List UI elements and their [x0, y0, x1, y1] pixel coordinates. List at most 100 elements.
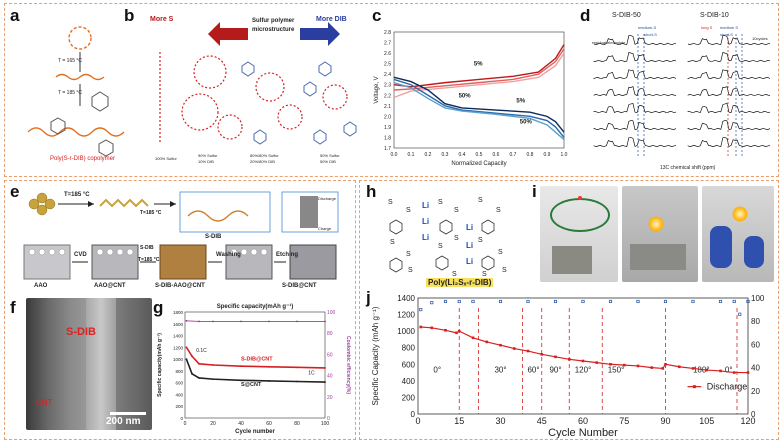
panel-d-label: d — [580, 6, 591, 25]
benzene-ring — [389, 219, 403, 235]
efficiency-point — [430, 301, 434, 305]
y-tick-label: 200 — [175, 404, 183, 409]
panel-b-c3b: 20%/80% DIB — [250, 159, 275, 164]
nmr-trace — [593, 102, 677, 114]
panel-e-label: e — [10, 182, 20, 201]
panel-e-washing: Washing — [216, 252, 241, 258]
panel-f-sdib: S-DIB — [66, 326, 96, 338]
y-tick-label: 2.3 — [384, 83, 391, 89]
discharge-point — [677, 365, 681, 369]
x-tick-label: 0.3 — [442, 152, 449, 158]
panel-d-l2: medium-S — [638, 25, 657, 30]
series-label: S-DIB@CNT — [241, 356, 273, 362]
data-point — [324, 381, 326, 383]
efficiency-point — [419, 308, 423, 312]
y2-axis-label: Coulombic efficiency(%) — [345, 336, 351, 394]
bend-angle-label: 120° — [575, 366, 592, 375]
x-tick-label: 0 — [415, 416, 420, 426]
efficiency-point — [471, 299, 475, 304]
li-atom: Li — [466, 223, 473, 232]
x-tick-label: 20 — [210, 421, 216, 427]
s-atom: S — [406, 251, 411, 258]
y-tick-label: 1400 — [173, 334, 184, 339]
x-tick-label: 0 — [184, 421, 187, 427]
nmr-trace — [687, 120, 771, 131]
y-tick-label: 1.8 — [384, 135, 391, 141]
y2-tick-label: 100 — [327, 310, 336, 316]
bend-angle-label: 60° — [527, 366, 539, 375]
x-tick-label: 40 — [238, 421, 244, 427]
x-tick-label: 0.1 — [408, 152, 415, 158]
discharge-point — [609, 362, 612, 366]
discharge-point — [567, 358, 571, 361]
panel-d-cycles: 10cycles — [752, 36, 768, 41]
panel-a-scheme — [27, 26, 125, 157]
bottom-right-panel-frame — [359, 180, 779, 440]
y2-tick-label: 60 — [751, 340, 760, 349]
bend-angle-label: 180° — [693, 366, 710, 375]
y2-tick-label: 40 — [751, 364, 760, 373]
y2-tick-label: 20 — [751, 387, 760, 396]
bend-angle-label: 150° — [608, 366, 625, 375]
panel-e-aao: AAO — [34, 283, 48, 289]
discharge-point — [471, 336, 475, 340]
efficiency-point — [636, 299, 640, 304]
y-axis-label: Specific capacity(mAh g⁻¹) — [157, 333, 163, 397]
panel-e-t2: T=185 °C — [140, 210, 162, 216]
panel-d-l7: short-S — [720, 32, 733, 37]
y-tick-label: 1000 — [397, 327, 415, 336]
discharge-point — [705, 368, 709, 372]
series-line — [393, 76, 565, 133]
data-point — [198, 362, 200, 365]
panel-e-sdib-temp: T=185 °C — [138, 257, 160, 263]
panel-i-photo-circuit — [540, 186, 618, 282]
y-tick-label: 2.2 — [384, 93, 391, 99]
panel-h-caption: Poly(Li₂Sₓ-r-DIB) — [426, 278, 494, 287]
discharge-point — [526, 349, 530, 353]
panel-g-chart: Specific capacity(mAh g⁻¹)0 20 40 60 80 10002… — [157, 303, 351, 435]
discharge-point — [455, 331, 458, 335]
s-atom: S — [454, 207, 459, 214]
x-tick-label: 0.8 — [527, 152, 534, 158]
y2-tick-label: 20 — [327, 395, 333, 401]
s-atom: S — [478, 197, 483, 204]
panel-i-label: i — [532, 182, 537, 201]
s-atom: S — [390, 239, 395, 246]
plot-frame — [417, 297, 749, 415]
discharge-point — [485, 340, 489, 344]
y-tick-label: 1.7 — [384, 146, 391, 152]
legend-label: Discharge — [707, 382, 748, 392]
annotation: 50% — [459, 93, 472, 99]
panel-d-title1: S-DIB-50 — [612, 12, 641, 19]
data-point — [240, 320, 242, 323]
data-point — [212, 320, 214, 323]
nmr-trace — [593, 137, 677, 148]
x-tick-label: 0.6 — [493, 152, 500, 158]
x-tick-label: 0.0 — [391, 152, 398, 158]
panel-b-c4a: 50% Sulfur — [320, 153, 340, 158]
bend-angle-label: 0° — [433, 366, 441, 375]
panel-e-sdibaao: S-DIB-AAO@CNT — [155, 283, 205, 289]
y-tick-label: 400 — [402, 377, 416, 386]
discharge-point — [664, 362, 667, 366]
panel-a-caption: Poly(S-r-DIB) copolymer — [50, 156, 116, 162]
x-tick-label: 0.7 — [510, 152, 517, 158]
panel-j-label: j — [366, 288, 371, 307]
nmr-trace — [593, 51, 677, 62]
y-tick-label: 2.5 — [384, 62, 391, 68]
y-tick-label: 1600 — [173, 322, 184, 327]
benzene-ring — [439, 219, 453, 235]
top-panel-frame — [4, 3, 779, 177]
discharge-point — [540, 353, 544, 356]
discharge-point — [595, 361, 599, 364]
x-axis-label: Normalized Capacity — [451, 161, 506, 167]
panel-h-label: h — [366, 182, 377, 201]
discharge-point — [636, 364, 640, 368]
x-tick-label: 120 — [740, 416, 755, 426]
panel-f-label: f — [10, 298, 16, 317]
y-tick-label: 0 — [411, 410, 416, 419]
x-tick-label: 75 — [619, 416, 629, 426]
data-point — [268, 380, 270, 382]
discharge-point — [650, 366, 654, 369]
data-point — [240, 365, 242, 368]
